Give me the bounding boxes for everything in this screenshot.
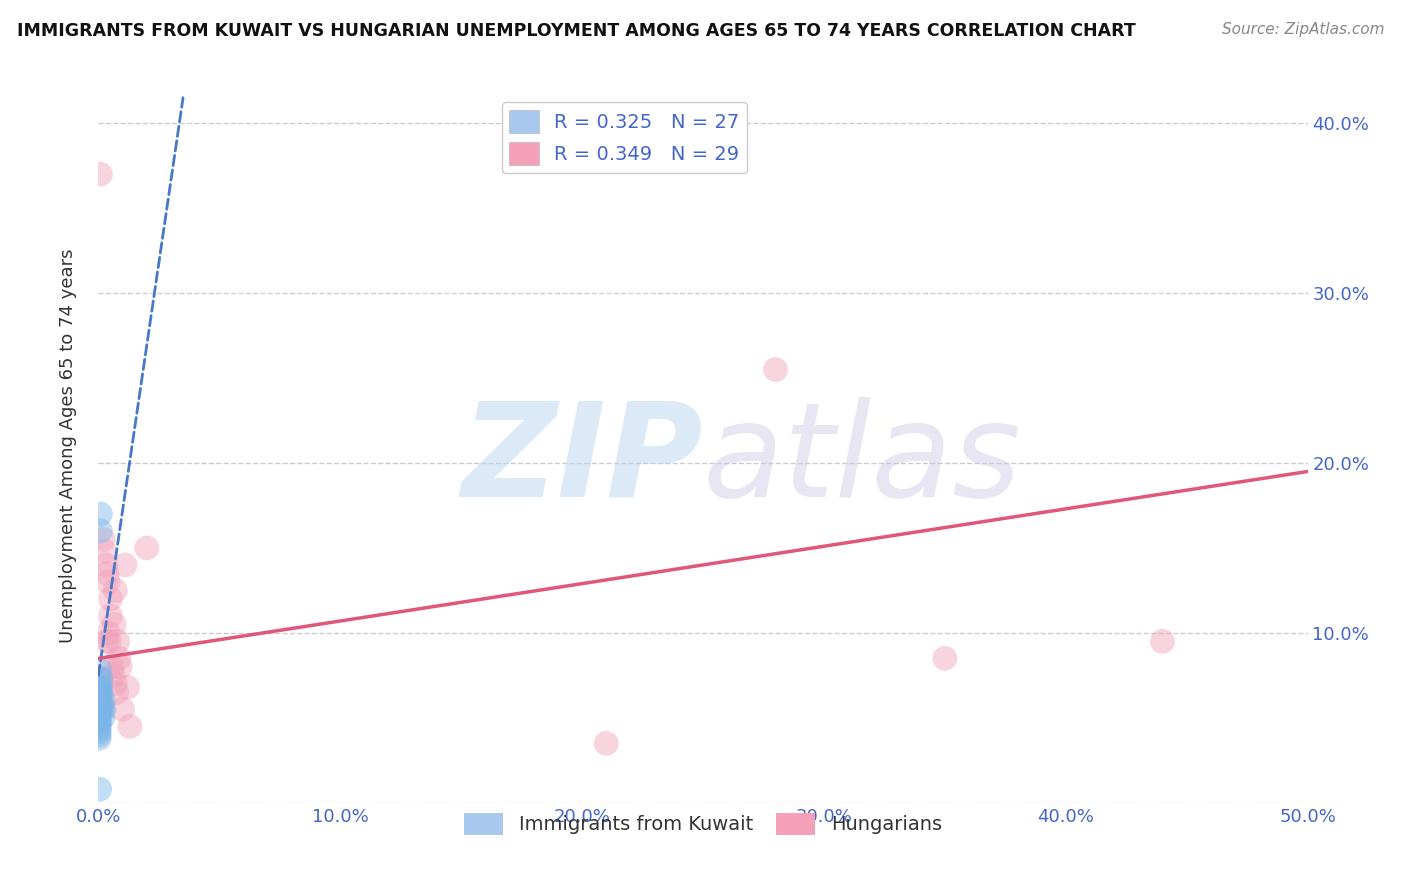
Point [89, 717, 111, 731]
Point [90, 672, 112, 686]
Point [93, 702, 115, 716]
Point [89, 724, 111, 739]
Point [89, 707, 111, 722]
Point [104, 583, 127, 598]
Point [89, 685, 111, 699]
Point [89, 524, 111, 538]
Point [89, 507, 111, 521]
Point [117, 680, 139, 694]
Y-axis label: Unemployment Among Ages 65 to 74 years: Unemployment Among Ages 65 to 74 years [59, 249, 77, 643]
Point [89, 728, 111, 742]
Point [89, 663, 111, 677]
Point [91, 533, 114, 547]
Point [97, 626, 120, 640]
Point [595, 736, 617, 750]
Point [89, 698, 111, 713]
Point [89, 721, 111, 735]
Point [96, 566, 118, 581]
Point [89, 782, 111, 797]
Point [90, 680, 112, 694]
Text: atlas: atlas [703, 397, 1022, 524]
Point [89, 680, 111, 694]
Point [90, 689, 112, 703]
Point [97, 574, 120, 589]
Point [100, 591, 122, 606]
Point [105, 685, 128, 699]
Text: Source: ZipAtlas.com: Source: ZipAtlas.com [1222, 22, 1385, 37]
Point [108, 660, 131, 674]
Point [101, 668, 124, 682]
Point [89, 702, 111, 716]
Legend: Immigrants from Kuwait, Hungarians: Immigrants from Kuwait, Hungarians [457, 805, 949, 843]
Point [118, 719, 141, 733]
Text: ZIP: ZIP [461, 397, 703, 524]
Point [934, 651, 956, 665]
Point [96, 634, 118, 648]
Point [103, 617, 125, 632]
Point [89, 672, 111, 686]
Point [100, 660, 122, 674]
Point [89, 714, 111, 729]
Point [91, 694, 114, 708]
Point [98, 634, 121, 648]
Point [89, 711, 111, 725]
Point [111, 702, 134, 716]
Point [135, 541, 157, 555]
Point [94, 558, 117, 572]
Point [765, 362, 787, 376]
Point [108, 651, 131, 665]
Point [89, 694, 111, 708]
Point [100, 608, 122, 623]
Point [89, 689, 111, 703]
Point [89, 731, 111, 746]
Point [1152, 634, 1174, 648]
Point [90, 698, 112, 712]
Point [93, 544, 115, 558]
Point [114, 558, 136, 572]
Point [104, 677, 127, 691]
Point [91, 702, 114, 716]
Point [107, 634, 129, 648]
Text: IMMIGRANTS FROM KUWAIT VS HUNGARIAN UNEMPLOYMENT AMONG AGES 65 TO 74 YEARS CORRE: IMMIGRANTS FROM KUWAIT VS HUNGARIAN UNEM… [17, 22, 1136, 40]
Point [91, 711, 114, 725]
Point [89, 167, 111, 181]
